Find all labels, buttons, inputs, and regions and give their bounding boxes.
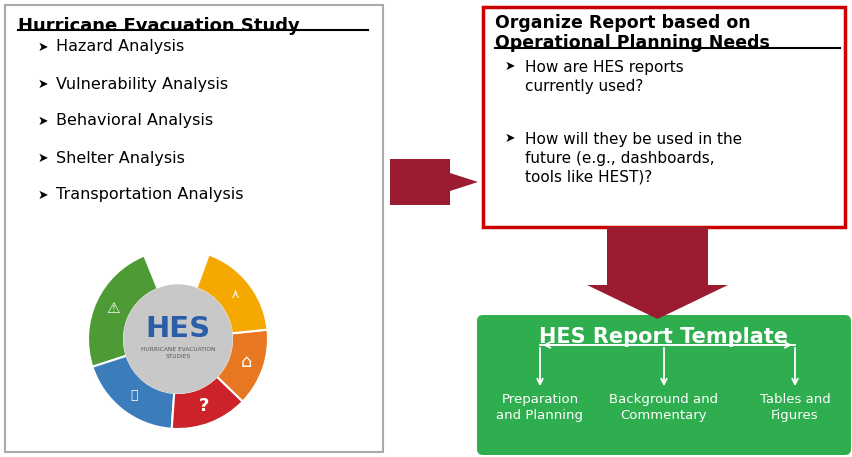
- Text: ➤: ➤: [38, 78, 49, 90]
- Wedge shape: [216, 329, 268, 402]
- Wedge shape: [92, 356, 174, 429]
- Text: ⋏: ⋏: [230, 288, 239, 301]
- Text: HES Report Template: HES Report Template: [538, 327, 787, 347]
- Text: Organize Report based on: Organize Report based on: [494, 14, 750, 32]
- Text: Vulnerability Analysis: Vulnerability Analysis: [56, 76, 227, 91]
- Text: Hurricane Evacuation Study: Hurricane Evacuation Study: [18, 17, 299, 35]
- Text: HURRICANE EVACUATION
STUDIES: HURRICANE EVACUATION STUDIES: [141, 347, 215, 359]
- Text: HES: HES: [146, 315, 210, 343]
- Polygon shape: [389, 159, 477, 205]
- Text: Transportation Analysis: Transportation Analysis: [56, 187, 243, 202]
- Text: ⚿: ⚿: [130, 389, 137, 402]
- Text: ➤: ➤: [38, 188, 49, 202]
- Text: ➤: ➤: [504, 132, 515, 145]
- Text: Tables and
Figures: Tables and Figures: [759, 393, 829, 422]
- Text: How will they be used in the
future (e.g., dashboards,
tools like HEST)?: How will they be used in the future (e.g…: [524, 132, 741, 184]
- Wedge shape: [196, 255, 268, 333]
- Text: ➤: ➤: [38, 152, 49, 165]
- FancyBboxPatch shape: [5, 5, 383, 452]
- Circle shape: [124, 285, 232, 393]
- Text: Shelter Analysis: Shelter Analysis: [56, 150, 185, 165]
- Text: Hazard Analysis: Hazard Analysis: [56, 39, 184, 54]
- Text: ➤: ➤: [38, 115, 49, 128]
- Wedge shape: [88, 255, 158, 367]
- Text: Background and
Commentary: Background and Commentary: [608, 393, 717, 422]
- Polygon shape: [586, 227, 727, 319]
- Text: Preparation
and Planning: Preparation and Planning: [496, 393, 583, 422]
- Text: ➤: ➤: [504, 60, 515, 73]
- Text: ➤: ➤: [38, 41, 49, 53]
- Text: ⚠: ⚠: [106, 301, 119, 316]
- Text: How are HES reports
currently used?: How are HES reports currently used?: [524, 60, 683, 94]
- Text: Behavioral Analysis: Behavioral Analysis: [56, 113, 213, 128]
- FancyBboxPatch shape: [482, 7, 844, 227]
- Text: Operational Planning Needs: Operational Planning Needs: [494, 34, 769, 52]
- Wedge shape: [171, 377, 243, 429]
- Text: ?: ?: [199, 397, 209, 415]
- Text: ⌂: ⌂: [240, 353, 251, 372]
- FancyBboxPatch shape: [476, 315, 850, 455]
